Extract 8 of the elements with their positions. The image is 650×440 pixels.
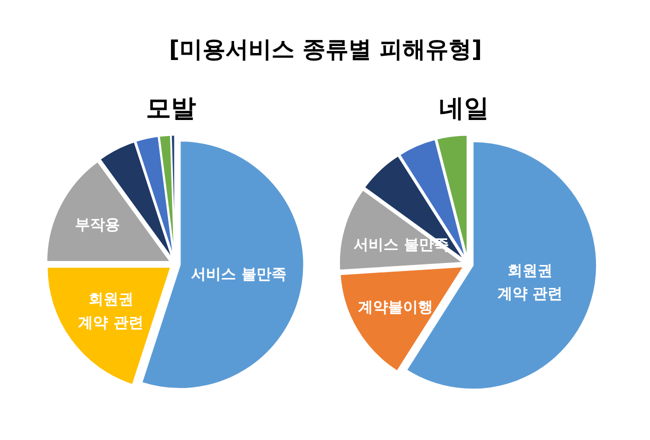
slice-label: 서비스 불만족 [191, 265, 286, 284]
text: [미용서비스 종류별 피해유형] [168, 37, 482, 63]
chart-title: 네일 [439, 94, 489, 122]
slice-label: 계약불이행 [358, 298, 433, 316]
slice-label: 회원권 계약 관련 [497, 261, 563, 303]
chart-title: 모발 [146, 94, 196, 122]
slice-label: 회원권 계약 관련 [78, 290, 144, 332]
slice-label: 부작용 [75, 216, 120, 234]
